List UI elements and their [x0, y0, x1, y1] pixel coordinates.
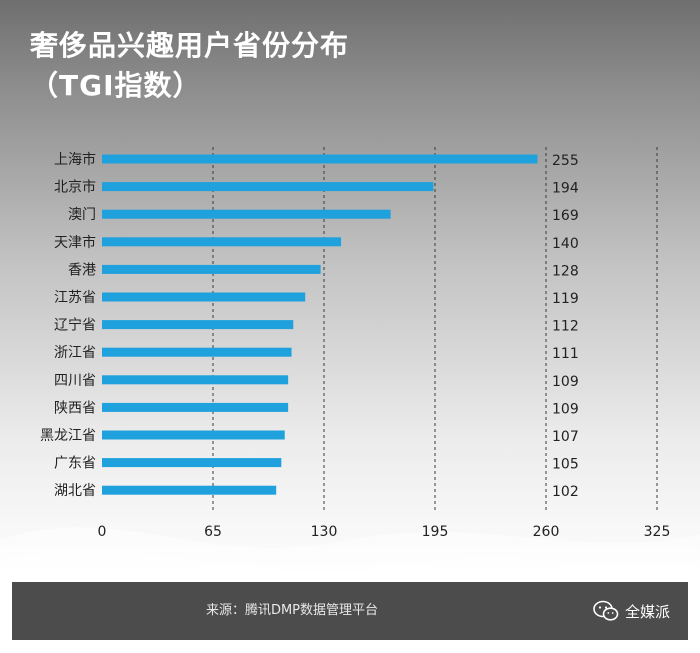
x-axis-ticks: 0 65 130 195 260 325	[98, 524, 671, 540]
value-label: 194	[552, 181, 579, 197]
footer-bar: 来源：腾讯DMP数据管理平台 全媒派	[12, 582, 688, 640]
category-label: 四川省	[54, 373, 96, 389]
bar	[102, 154, 538, 164]
category-label: 香港	[68, 262, 96, 278]
brand-name: 全媒派	[624, 602, 670, 621]
category-label: 北京市	[54, 179, 96, 196]
bar	[102, 375, 289, 385]
page-title: 奢侈品兴趣用户省份分布 （TGI指数）	[30, 26, 349, 106]
value-label: 140	[552, 236, 579, 252]
bar	[102, 237, 342, 247]
value-label: 109	[552, 401, 579, 417]
category-label: 广东省	[54, 456, 96, 472]
category-label: 江苏省	[54, 290, 96, 306]
category-label: 浙江省	[54, 345, 96, 361]
value-label: 112	[552, 319, 579, 335]
bar	[102, 347, 292, 357]
value-label: 102	[552, 484, 579, 500]
bar	[102, 264, 321, 274]
value-label: 128	[552, 263, 579, 279]
bar	[102, 292, 306, 302]
category-label: 辽宁省	[54, 317, 96, 334]
category-label: 天津市	[54, 234, 96, 251]
value-label: 111	[552, 346, 579, 362]
bar	[102, 182, 434, 192]
value-label: 119	[552, 291, 579, 307]
bars	[102, 154, 538, 495]
x-tick-label: 195	[422, 524, 449, 540]
title-line-1: 奢侈品兴趣用户省份分布	[30, 29, 350, 62]
bar	[102, 402, 289, 412]
title-line-2: （TGI指数）	[30, 69, 202, 102]
bar	[102, 485, 277, 495]
value-labels: 255 194 169 140 128 119 112 111 109 109 107 105 102	[552, 153, 579, 500]
x-tick-label: 260	[533, 524, 560, 540]
bar	[102, 320, 294, 330]
value-label: 105	[552, 457, 579, 473]
bar	[102, 209, 391, 219]
category-label: 湖北省	[54, 483, 96, 499]
category-label: 陕西省	[54, 400, 96, 416]
value-label: 169	[552, 208, 579, 224]
value-label: 255	[552, 153, 579, 169]
value-label: 109	[552, 374, 579, 390]
brand: 全媒派	[593, 598, 670, 624]
wechat-icon	[593, 600, 619, 621]
bar	[102, 430, 285, 440]
source-text: 来源：腾讯DMP数据管理平台	[205, 603, 379, 618]
x-tick-label: 0	[98, 524, 107, 540]
category-label: 黑龙江省	[40, 428, 96, 444]
x-tick-label: 130	[311, 524, 338, 540]
value-label: 107	[552, 429, 579, 445]
category-label: 澳门	[68, 207, 96, 223]
bar	[102, 458, 282, 468]
category-label: 上海市	[54, 151, 96, 168]
x-tick-label: 65	[204, 524, 222, 540]
x-tick-label: 325	[644, 524, 671, 540]
